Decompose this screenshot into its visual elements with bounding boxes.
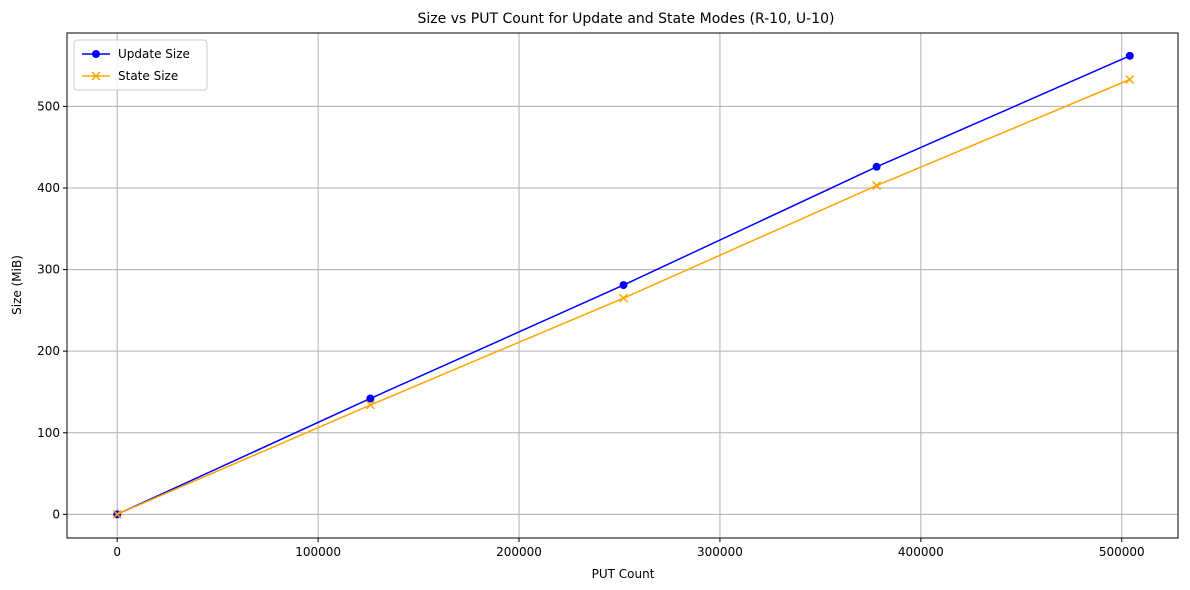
x-tick-label: 300000	[697, 545, 743, 559]
y-tick-label: 300	[37, 263, 60, 277]
series-line	[116, 78, 1131, 516]
plot-frame	[66, 32, 1179, 539]
data-point	[112, 509, 122, 519]
legend-box	[73, 39, 208, 91]
x-tick-label: 100000	[295, 545, 341, 559]
data-point	[1125, 74, 1135, 85]
legend-label: State Size	[118, 69, 178, 83]
y-tick-label: 100	[37, 426, 60, 440]
legend-marker	[91, 71, 101, 81]
legend-label: Update Size	[118, 47, 190, 61]
data-point	[872, 181, 882, 191]
grid	[67, 33, 1178, 538]
legend-entry: Update Size	[82, 47, 190, 61]
y-tick-label: 400	[37, 181, 60, 195]
data-point	[366, 394, 375, 403]
data-point	[619, 281, 628, 290]
x-tick-label: 200000	[496, 545, 542, 559]
series-1	[113, 51, 1134, 519]
y-tick-label: 200	[37, 344, 60, 358]
series-2	[112, 74, 1135, 519]
data-point	[1125, 51, 1134, 60]
x-tick-label: 400000	[898, 545, 944, 559]
x-axis-label: PUT Count	[592, 567, 655, 581]
legend-marker	[92, 50, 100, 58]
y-tick-label: 0	[52, 507, 60, 521]
legend-entry: State Size	[82, 69, 178, 83]
data-point	[618, 293, 629, 303]
data-point	[872, 162, 881, 171]
legend: Update Size State Size	[73, 39, 208, 91]
data-point	[365, 400, 375, 410]
axis-ticks: 0 100000 200000 300000 400000 500000 0 100 200 30…	[37, 99, 1145, 559]
x-tick-label: 0	[113, 545, 121, 559]
x-tick-label: 500000	[1099, 545, 1145, 559]
series-group	[112, 51, 1135, 519]
y-tick-label: 500	[37, 99, 60, 113]
y-axis-label: Size (MiB)	[10, 255, 24, 315]
chart-title: Size vs PUT Count for Update and State M…	[418, 11, 835, 27]
